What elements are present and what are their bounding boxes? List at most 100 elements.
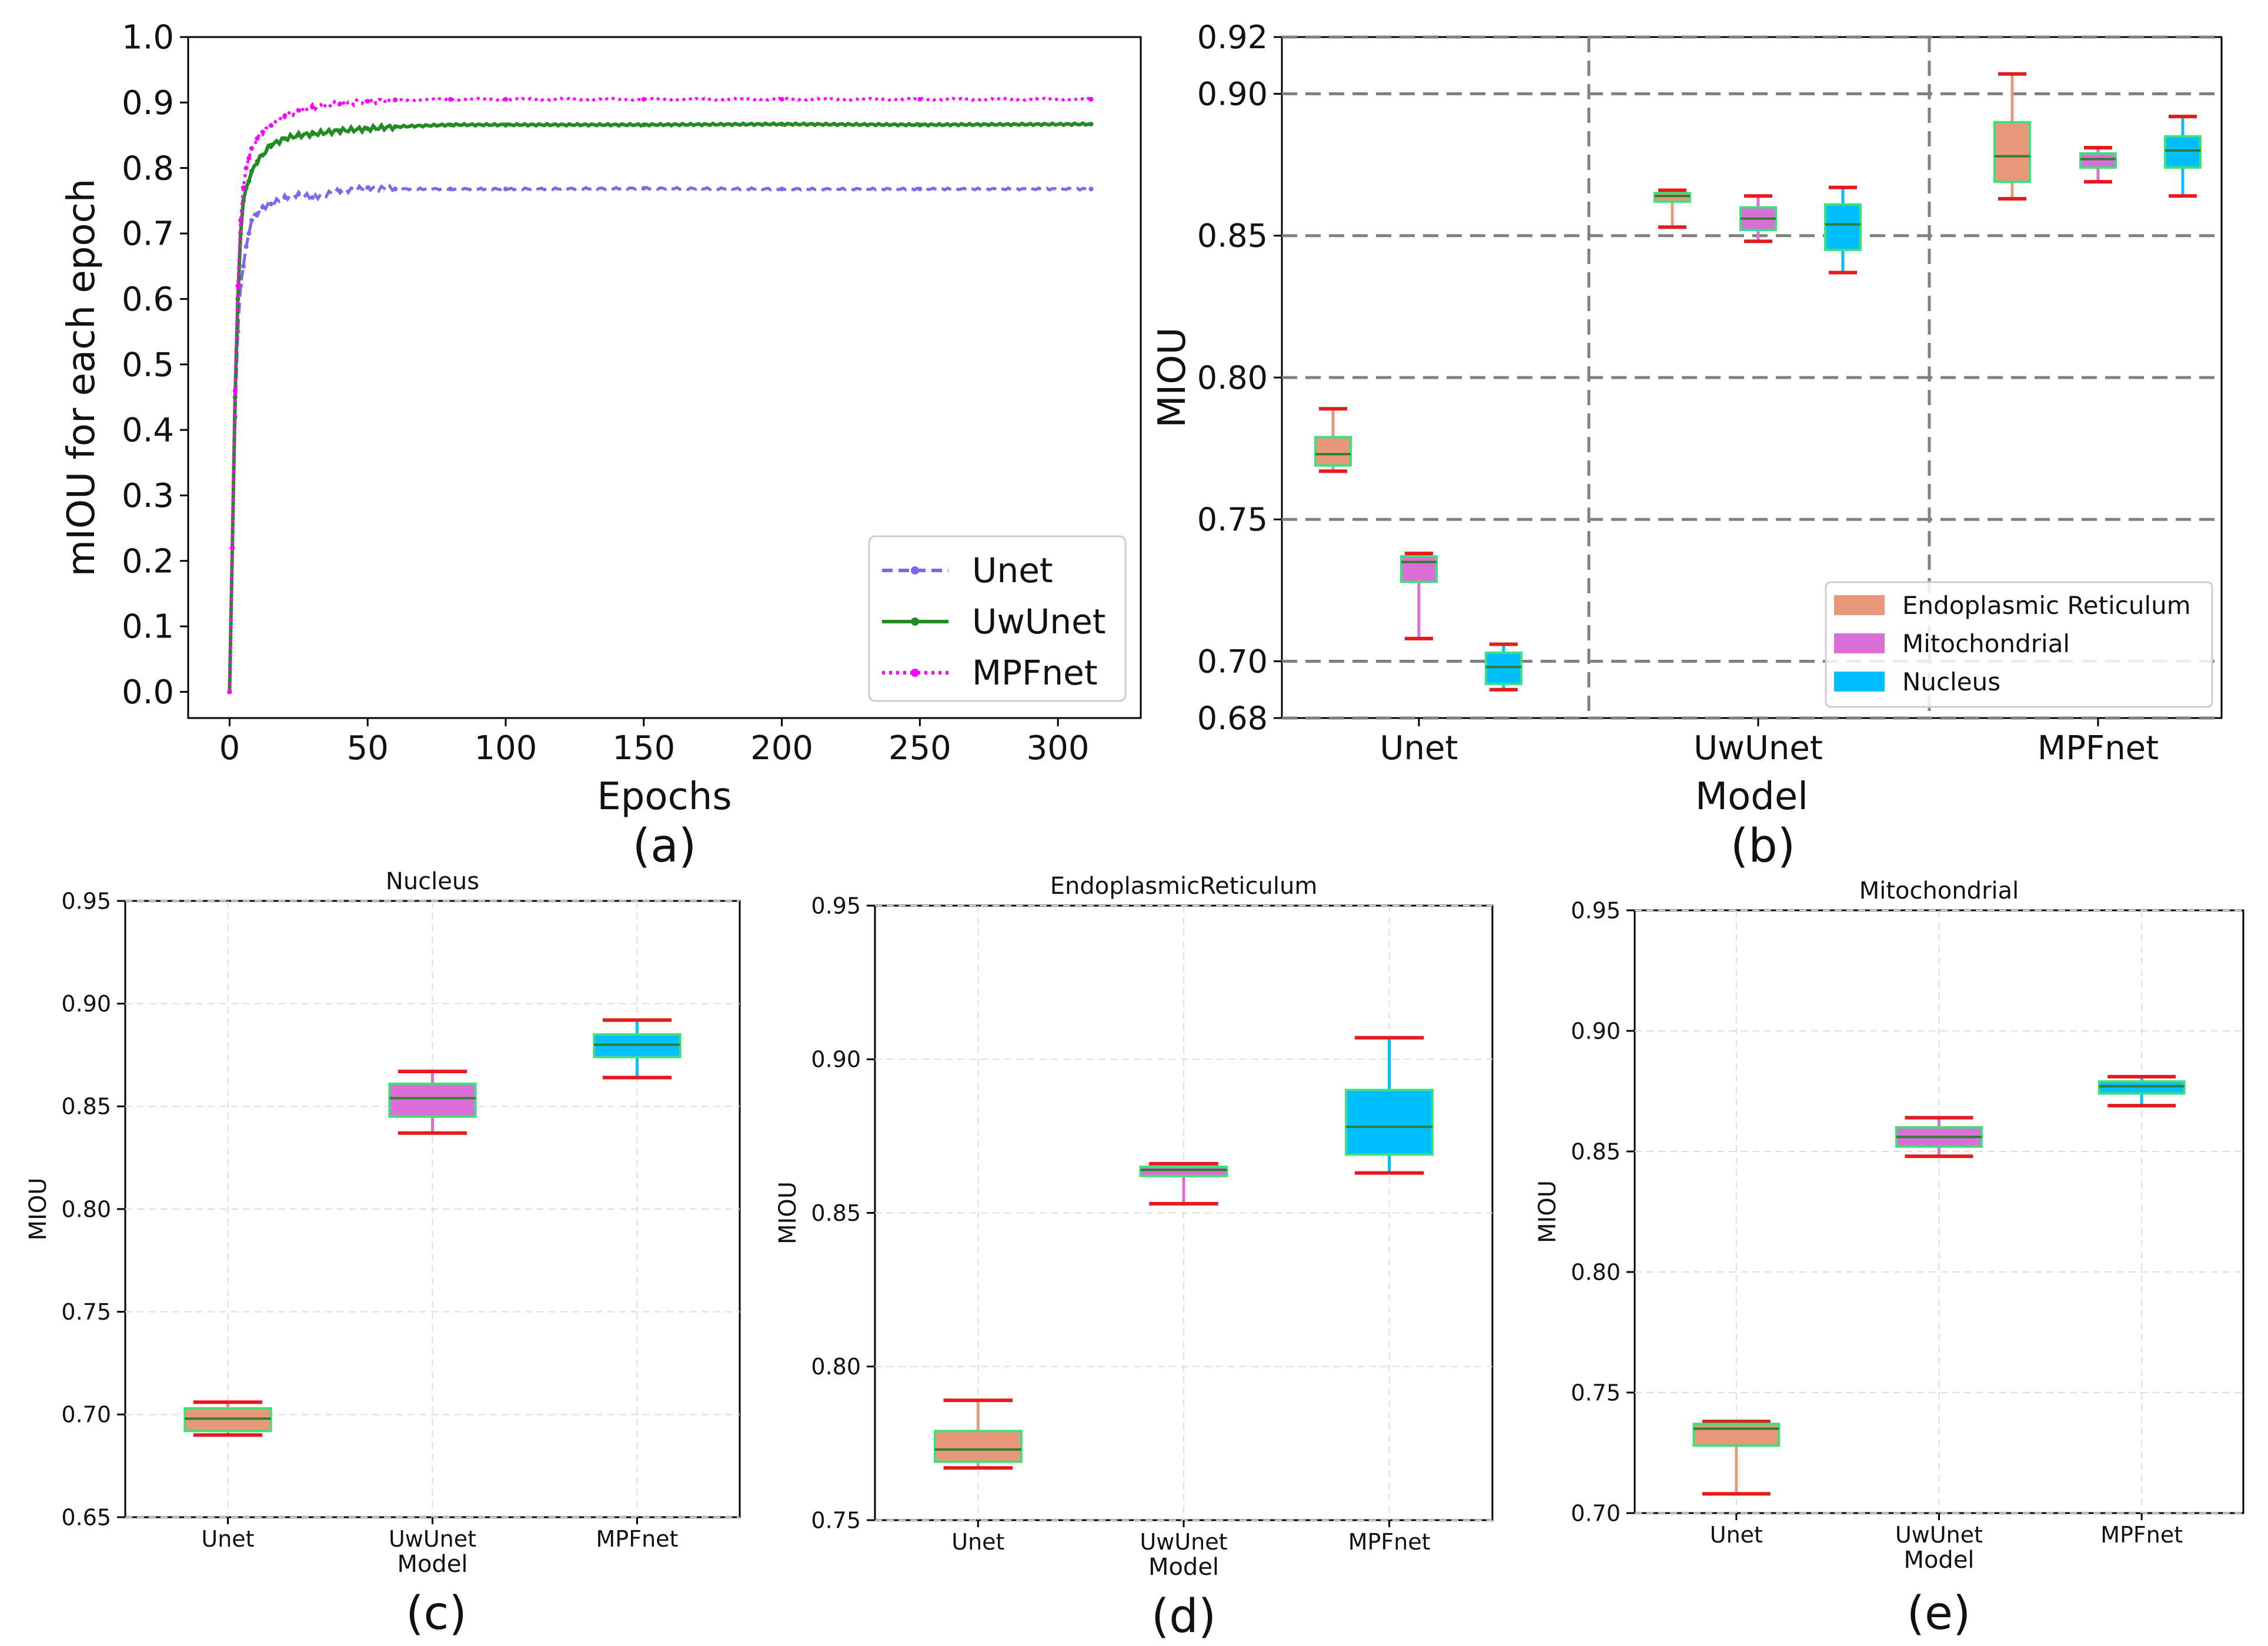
data-point [779, 96, 784, 102]
legend-marker [911, 669, 919, 677]
x-tick-label: UwUnet [389, 1526, 476, 1552]
data-point [238, 218, 243, 223]
data-point [393, 186, 398, 192]
y-tick-label: 0.90 [1571, 1018, 1621, 1044]
box-body [2164, 135, 2202, 169]
data-point [779, 186, 784, 192]
legend-label: Endoplasmic Reticulum [1902, 591, 2191, 620]
data-point [779, 122, 784, 127]
data-point [393, 97, 398, 102]
y-tick-label: 0.75 [1197, 501, 1268, 538]
box-body [1139, 1166, 1228, 1177]
y-tick-label: 0.75 [811, 1507, 861, 1533]
data-point [232, 388, 238, 393]
data-point [249, 169, 254, 174]
box-body [1400, 555, 1438, 583]
data-point [230, 545, 235, 550]
legend-label: Unet [972, 550, 1053, 590]
y-axis-label: MIOU [1151, 327, 1194, 428]
data-point [503, 122, 508, 128]
data-point [282, 136, 288, 141]
x-tick-label: MPFnet [1348, 1529, 1431, 1555]
legend-swatch [1834, 595, 1885, 615]
x-tick-label: UwUnet [1140, 1529, 1227, 1555]
data-point [917, 96, 923, 102]
data-point [641, 186, 646, 191]
data-point [365, 99, 370, 104]
y-tick-label: 0.85 [61, 1094, 111, 1120]
x-axis-label: Epochs [597, 775, 731, 819]
data-point [338, 101, 343, 106]
data-point [241, 185, 246, 191]
x-tick-label: Unet [1380, 729, 1458, 767]
x-tick-label: UwUnet [1895, 1522, 1983, 1548]
data-point [365, 126, 370, 131]
y-tick-label: 0.80 [1571, 1259, 1621, 1285]
box-body [1993, 121, 2031, 183]
x-tick-label: MPFnet [2037, 729, 2159, 767]
data-point [296, 108, 301, 113]
data-point [503, 96, 508, 102]
legend-label: MPFnet [972, 653, 1098, 693]
x-tick-label: 150 [612, 729, 675, 767]
data-point [235, 283, 241, 289]
y-tick-label: 1.0 [122, 19, 174, 57]
y-tick-label: 0.75 [1571, 1380, 1621, 1405]
data-point [641, 96, 646, 102]
data-point [243, 244, 249, 249]
data-point [241, 263, 246, 269]
data-point [260, 205, 265, 210]
y-tick-label: 0.85 [1197, 218, 1268, 255]
series-line-mpfnet [228, 95, 1092, 692]
data-point [282, 195, 288, 200]
y-tick-label: 0.95 [1571, 897, 1621, 923]
y-tick-label: 0.7 [122, 215, 174, 253]
data-point [268, 201, 273, 206]
legend-box [1825, 581, 2213, 708]
box-body [1654, 192, 1691, 203]
y-tick-label: 0.2 [122, 542, 174, 580]
y-tick-label: 0.70 [61, 1402, 111, 1428]
x-tick-label: 0 [219, 729, 241, 767]
y-tick-label: 0.70 [1571, 1500, 1621, 1526]
box-body [1485, 652, 1522, 686]
y-axis-label: MIOU [1534, 1180, 1561, 1243]
x-tick-label: 300 [1027, 729, 1090, 767]
data-point [246, 178, 252, 183]
data-point [249, 218, 254, 223]
data-point [260, 129, 265, 135]
box-body [1345, 1089, 1434, 1156]
y-tick-label: 0.85 [1571, 1138, 1621, 1164]
legend-marker [911, 566, 919, 575]
x-tick-label: 200 [750, 729, 813, 767]
box-body [2079, 152, 2117, 169]
legend-marker [911, 617, 919, 626]
data-point [282, 113, 288, 118]
y-tick-label: 0.0 [122, 673, 174, 712]
data-point [296, 192, 301, 197]
chart-title: Mitochondrial [1859, 877, 2019, 904]
x-tick-label: 100 [475, 729, 537, 767]
data-point [227, 689, 232, 695]
chart-title: Nucleus [386, 868, 479, 895]
data-point [448, 186, 453, 192]
panel-label-d: (d) [1151, 1590, 1216, 1643]
panel-label-a: (a) [633, 820, 697, 873]
data-point [310, 105, 315, 110]
y-tick-label: 0.1 [122, 608, 174, 646]
y-axis-label: MIOU [774, 1181, 801, 1244]
x-tick-label: Unet [1710, 1522, 1763, 1548]
data-point [393, 124, 398, 129]
x-tick-label: UwUnet [1694, 729, 1823, 767]
data-point [260, 152, 265, 158]
data-point [1088, 122, 1094, 127]
y-tick-label: 0.80 [61, 1196, 111, 1222]
y-tick-label: 0.80 [811, 1354, 861, 1380]
data-point [917, 122, 923, 128]
x-tick-label: Unet [951, 1529, 1004, 1555]
data-point [338, 188, 343, 193]
data-point [232, 395, 238, 400]
box-body [1692, 1423, 1781, 1447]
y-axis-label: mIOU for each epoch [60, 179, 103, 577]
data-point [255, 136, 260, 141]
